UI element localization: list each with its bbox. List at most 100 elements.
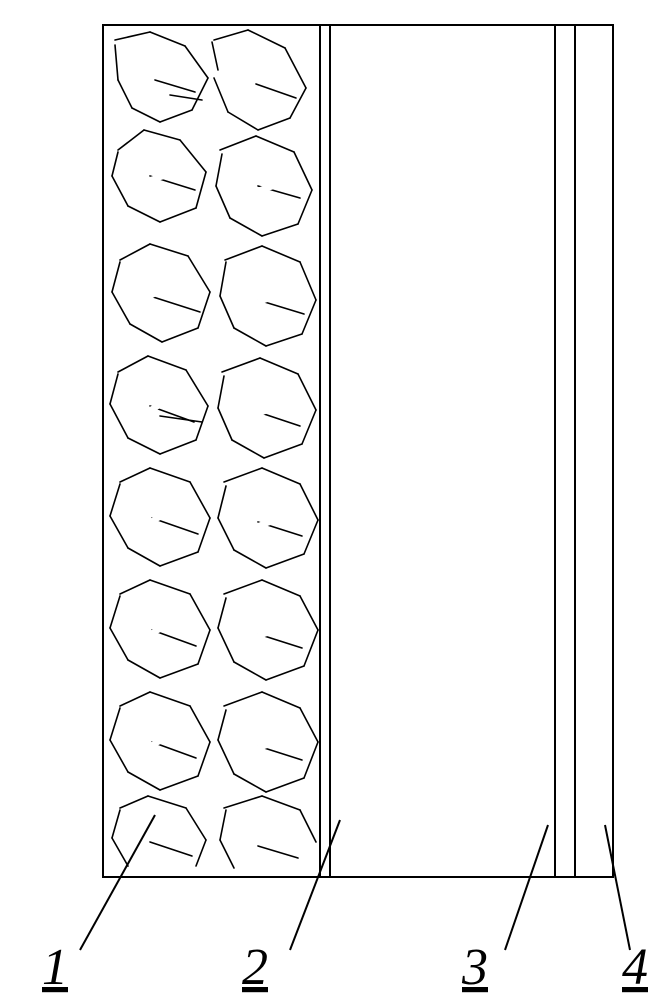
texture-segment [300, 596, 318, 630]
texture-segment [300, 810, 316, 842]
texture-segment [262, 580, 300, 596]
texture-segment [144, 130, 180, 140]
figure-svg: 1234 [0, 0, 667, 1000]
texture-segment [110, 374, 118, 404]
texture-segment [160, 552, 198, 566]
texture-segment [198, 292, 210, 328]
texture-segment [112, 262, 120, 292]
texture-segment [220, 136, 256, 150]
leader-line-1 [80, 815, 155, 950]
texture-segment [110, 596, 120, 628]
texture-segment [224, 580, 262, 594]
texture-segment [150, 692, 190, 706]
texture-segment [258, 846, 298, 858]
texture-segment [218, 408, 232, 440]
texture-segment [196, 406, 208, 440]
texture-segment [218, 710, 226, 740]
texture-segment [190, 706, 210, 742]
texture-gap [260, 186, 274, 190]
texture-gap [256, 410, 268, 414]
texture-segment [300, 262, 316, 300]
texture-segment [190, 482, 210, 518]
texture-segment [186, 370, 208, 406]
texture-segment [232, 440, 264, 458]
texture-segment [128, 438, 160, 454]
texture-segment [224, 692, 262, 706]
texture-segment [128, 660, 160, 678]
texture-segment [262, 246, 300, 262]
texture-segment [148, 796, 186, 808]
texture-segment [132, 108, 160, 122]
texture-segment [216, 186, 230, 218]
texture-segment [216, 154, 222, 186]
texture-segment [162, 328, 198, 342]
texture-segment [118, 80, 132, 108]
texture-gap [258, 298, 270, 302]
texture-segment [304, 742, 318, 778]
texture-segment [256, 84, 296, 98]
texture-segment [150, 580, 190, 594]
texture-segment [160, 664, 198, 678]
texture-segment [155, 80, 195, 92]
texture-segment [262, 468, 300, 484]
texture-segment [112, 810, 120, 838]
texture-segment [130, 324, 162, 342]
texture-segment [266, 554, 304, 568]
texture-gap [258, 744, 270, 748]
texture-segment [128, 206, 160, 222]
texture-segment [222, 358, 260, 372]
texture-segment [260, 358, 298, 374]
texture-segment [266, 666, 304, 680]
texture-segment [220, 296, 234, 328]
texture-segment [262, 692, 300, 708]
texture-segment [160, 110, 192, 122]
texture-segment [198, 742, 210, 776]
texture-segment [128, 548, 160, 566]
texture-segment [234, 328, 266, 346]
texture-segment [120, 796, 148, 808]
texture-segment [248, 30, 285, 48]
label-1: 1 [42, 939, 68, 996]
texture-segment [264, 444, 302, 458]
texture-segment [285, 48, 306, 88]
texture-segment [220, 810, 226, 840]
texture-segment [300, 484, 318, 520]
texture-segment [110, 484, 120, 516]
texture-gap [140, 58, 152, 62]
texture-segment [234, 550, 266, 568]
texture-segment [302, 410, 316, 444]
texture-gap [258, 632, 270, 636]
texture-gap [150, 290, 162, 296]
texture-segment [110, 516, 128, 548]
texture-segment [266, 778, 304, 792]
label-2: 2 [242, 939, 268, 996]
texture-segment [198, 518, 210, 552]
texture-segment [160, 208, 196, 222]
texture-segment [262, 224, 298, 236]
texture-segment [218, 376, 224, 408]
texture-segment [190, 594, 210, 630]
texture-segment [120, 580, 150, 594]
texture-segment [220, 840, 234, 868]
texture-segment [110, 628, 128, 660]
texture-segment [115, 32, 150, 40]
texture-gap [250, 66, 264, 70]
texture-segment [118, 130, 144, 150]
texture-segment [150, 32, 185, 46]
texture-segment [218, 740, 234, 774]
texture-segment [115, 45, 118, 80]
texture-segment [150, 468, 190, 482]
texture-segment [214, 30, 248, 40]
texture-segment [112, 152, 118, 176]
texture-segment [258, 118, 290, 130]
texture-segment [224, 796, 262, 808]
texture-segment [112, 838, 128, 866]
texture-segment [218, 628, 234, 662]
texture-segment [304, 520, 318, 554]
texture-segment [198, 630, 210, 664]
texture-segment [234, 662, 266, 680]
texture-segment [150, 244, 188, 256]
texture-segment [110, 740, 128, 772]
texture-segment [128, 772, 160, 790]
leader-line-4 [605, 825, 630, 950]
